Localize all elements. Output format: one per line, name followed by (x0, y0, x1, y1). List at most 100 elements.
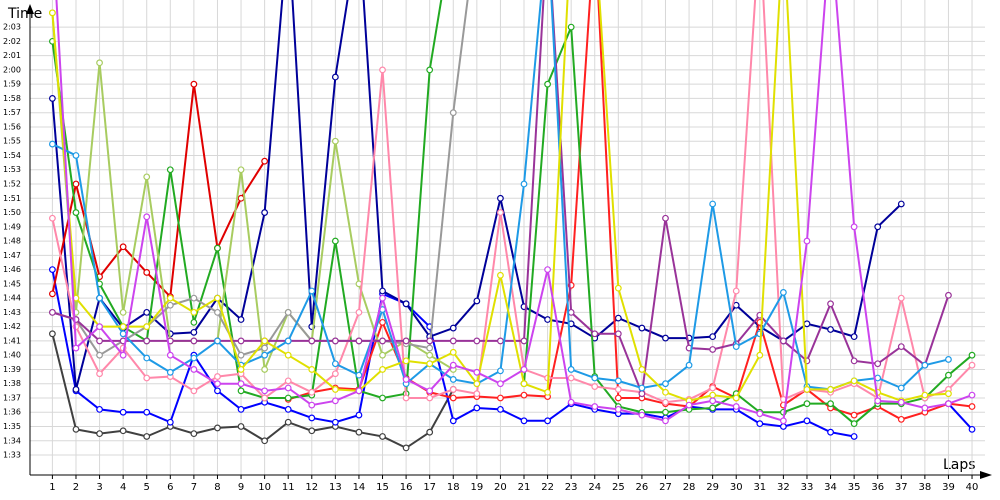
y-tick-label: 1:36 (3, 408, 21, 417)
series-point (544, 80, 551, 88)
series-point (331, 418, 339, 426)
y-tick-label: 1:59 (3, 80, 21, 89)
series-point (96, 337, 103, 345)
series-point (662, 380, 669, 388)
x-tick-label: 21 (518, 482, 531, 493)
x-tick-label: 11 (282, 482, 295, 493)
series-point (567, 374, 575, 382)
series-point (497, 380, 504, 388)
series-point (614, 377, 622, 385)
series-point (732, 403, 740, 410)
series-point (756, 410, 764, 418)
series-point (190, 80, 198, 88)
series-point (449, 361, 457, 369)
series-point (190, 328, 198, 336)
series-point (355, 428, 363, 436)
series-point (308, 388, 316, 396)
series-point (779, 423, 787, 430)
series-point (662, 417, 669, 425)
series-point (544, 266, 551, 273)
series-point (473, 390, 481, 398)
y-tick-label: 1:35 (3, 422, 21, 431)
y-tick-label: 2:02 (3, 37, 21, 46)
series-point (402, 337, 410, 345)
y-tick-label: 1:41 (3, 336, 21, 345)
series-point (190, 308, 198, 316)
x-tick-label: 40 (966, 482, 979, 493)
x-tick-label: 20 (494, 482, 507, 493)
series-point (379, 433, 386, 440)
series-point (803, 237, 811, 245)
y-tick-label: 1:52 (3, 180, 21, 189)
series-point (355, 411, 363, 419)
series-point (497, 367, 504, 375)
series-point (756, 351, 764, 359)
series-point (166, 418, 174, 426)
series-point (709, 391, 717, 399)
y-tick-label: 1:47 (3, 251, 21, 260)
series-point (709, 200, 717, 208)
series-point (921, 391, 929, 399)
series-point (166, 351, 174, 359)
series-point (96, 430, 103, 438)
series-point (850, 420, 858, 428)
series-point (214, 373, 221, 380)
series-point (874, 397, 882, 405)
series-point (308, 401, 316, 409)
y-tick-label: 1:48 (3, 237, 21, 246)
series-point (567, 398, 575, 406)
series-point (261, 437, 269, 445)
series-point (449, 324, 457, 332)
series-point (284, 337, 292, 345)
series-point (426, 66, 434, 74)
series-point (520, 380, 528, 388)
x-tick-label: 34 (824, 482, 837, 493)
series-point (72, 344, 80, 352)
x-tick-label: 36 (871, 482, 884, 493)
series-point (308, 287, 316, 295)
series-point (921, 361, 929, 369)
series-point (827, 300, 834, 308)
series-point (402, 300, 410, 308)
x-tick-label: 5 (144, 482, 150, 493)
series-point (732, 287, 740, 295)
series-point (119, 330, 127, 338)
series-point (732, 301, 740, 309)
series-point (614, 386, 622, 393)
series-point (803, 417, 811, 425)
series-point (591, 374, 599, 382)
y-tick-label: 1:33 (3, 451, 21, 460)
series-point (166, 301, 174, 309)
series-point (827, 400, 834, 408)
series-point (968, 403, 976, 410)
series-point (803, 320, 811, 328)
series-point (520, 366, 528, 373)
y-tick-label: 1:50 (3, 208, 21, 217)
x-tick-label: 2 (73, 482, 79, 493)
series-point (49, 330, 56, 338)
series-point (426, 351, 434, 359)
series-point (497, 405, 504, 413)
series-point (190, 354, 198, 362)
series-point (379, 66, 386, 74)
series-point (119, 351, 127, 359)
series-point (379, 394, 386, 402)
series-point (803, 386, 811, 393)
series-point (662, 408, 669, 416)
y-tick-label: 1:38 (3, 379, 21, 388)
series-point (143, 323, 151, 331)
series-point (379, 366, 386, 373)
y-tick-label: 1:49 (3, 222, 21, 231)
x-tick-label: 33 (801, 482, 814, 493)
series-point (237, 337, 245, 345)
y-axis-label: Time (7, 6, 42, 22)
series-point (497, 271, 504, 279)
series-point (897, 200, 905, 208)
series-point (49, 308, 56, 316)
series-point (331, 386, 339, 393)
series-point (166, 294, 174, 302)
series-point (473, 404, 481, 412)
series-line (51, 0, 973, 404)
series-point (850, 411, 858, 419)
